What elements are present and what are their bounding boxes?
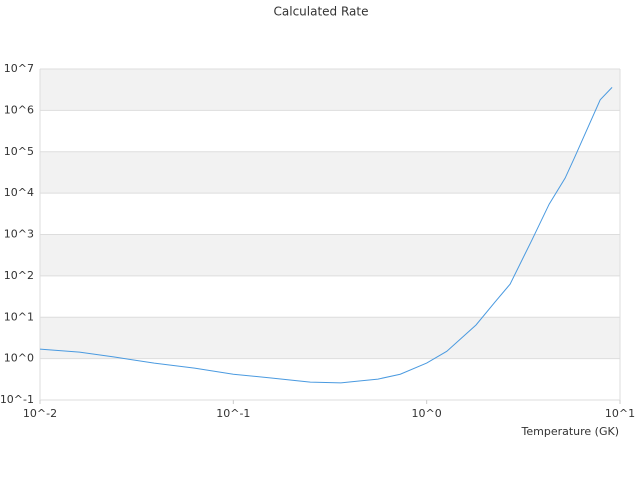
x-tick-label: 10^1: [605, 407, 635, 420]
y-tick-label: 10^2: [4, 269, 34, 282]
y-tick-label: 10^3: [4, 228, 34, 241]
x-tick-label: 10^-1: [216, 407, 250, 420]
y-tick-label: 10^4: [4, 186, 34, 199]
chart-title: Calculated Rate: [274, 5, 369, 19]
x-tick-label: 10^0: [412, 407, 442, 420]
y-tick-label: 10^6: [4, 103, 34, 116]
x-tick-label: 10^-2: [23, 407, 57, 420]
y-tick-label: 10^7: [4, 62, 34, 75]
y-tick-label: 10^5: [4, 145, 34, 158]
grid-band: [40, 69, 620, 111]
y-tick-label: 10^0: [4, 352, 34, 365]
grid-band: [40, 151, 620, 194]
grid-band: [40, 317, 620, 359]
y-tick-label: 10^-1: [0, 393, 34, 406]
data-line: [39, 87, 613, 384]
y-tick-label: 10^1: [4, 310, 34, 323]
grid-band: [40, 234, 620, 276]
x-axis-label: Temperature (GK): [521, 425, 620, 438]
